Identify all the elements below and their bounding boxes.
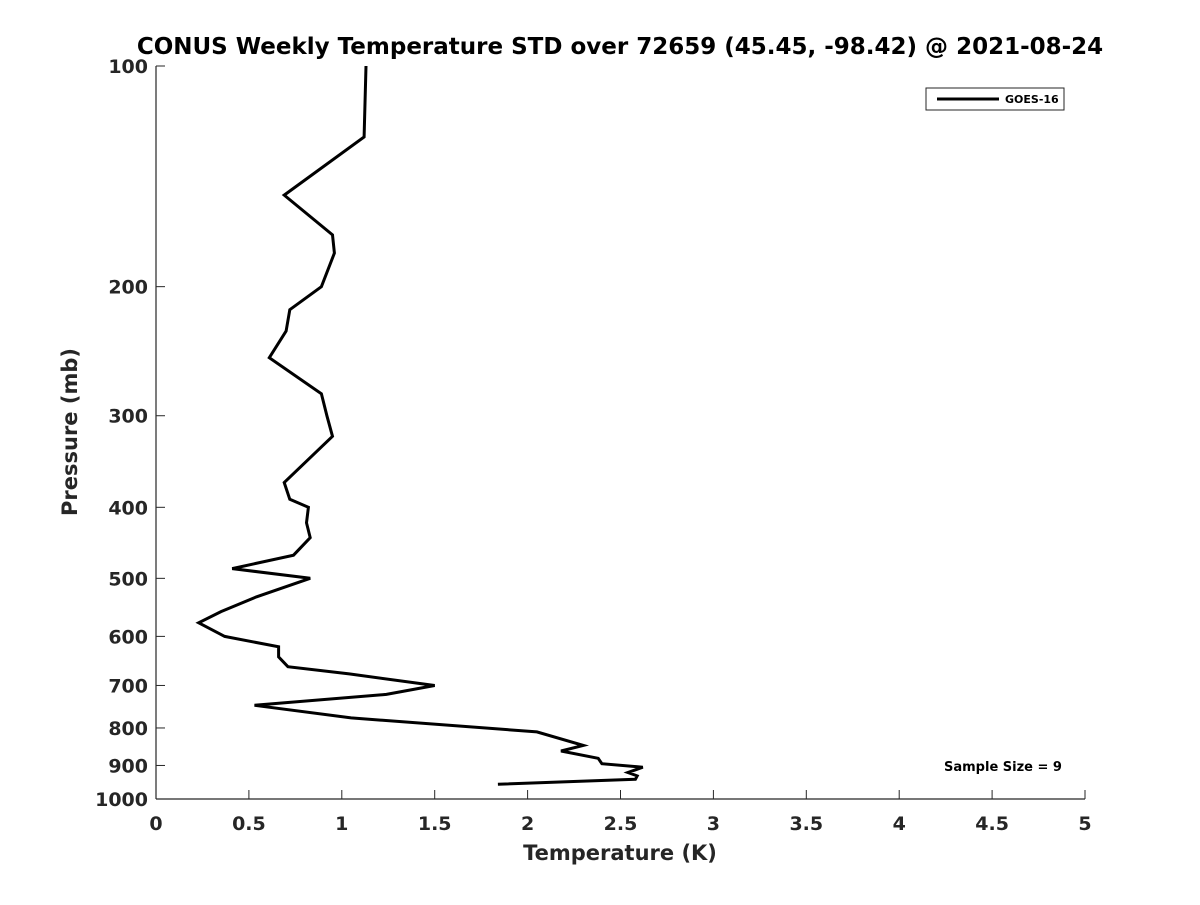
legend-label: GOES-16	[1005, 93, 1059, 106]
y-tick-label: 200	[108, 277, 148, 299]
x-tick-label: 3.5	[789, 813, 823, 835]
y-axis: 100 200 300 400 500 600 700 800 900 1000	[95, 56, 165, 811]
x-tick-label: 3	[707, 813, 720, 835]
sample-size-annotation: Sample Size = 9	[944, 760, 1062, 775]
x-tick-label: 4	[893, 813, 906, 835]
y-tick-label: 500	[108, 568, 148, 590]
x-tick-label: 4.5	[975, 813, 1009, 835]
x-axis-label: Temperature (K)	[523, 841, 717, 865]
series-layer	[195, 65, 644, 786]
x-axis: 0 0.5 1 1.5 2 2.5 3 3.5 4 4.5 5	[149, 790, 1092, 835]
y-tick-label: 1000	[95, 789, 148, 811]
chart-title: CONUS Weekly Temperature STD over 72659 …	[137, 34, 1103, 60]
y-tick-label: 300	[108, 406, 148, 428]
x-tick-label: 0	[149, 813, 162, 835]
y-tick-label: 600	[108, 626, 148, 648]
y-tick-label: 100	[108, 56, 148, 78]
x-tick-label: 1.5	[418, 813, 452, 835]
y-tick-label: 700	[108, 675, 148, 697]
y-tick-label: 400	[108, 497, 148, 519]
legend: GOES-16	[925, 87, 1065, 111]
x-tick-label: 5	[1078, 813, 1091, 835]
y-tick-label: 800	[108, 718, 148, 740]
x-tick-label: 2.5	[604, 813, 638, 835]
x-tick-label: 1	[335, 813, 348, 835]
y-axis-label: Pressure (mb)	[58, 348, 82, 516]
x-tick-label: 2	[521, 813, 534, 835]
x-tick-label: 0.5	[232, 813, 266, 835]
y-tick-label: 900	[108, 755, 148, 777]
series-line-goes-16	[195, 65, 644, 786]
